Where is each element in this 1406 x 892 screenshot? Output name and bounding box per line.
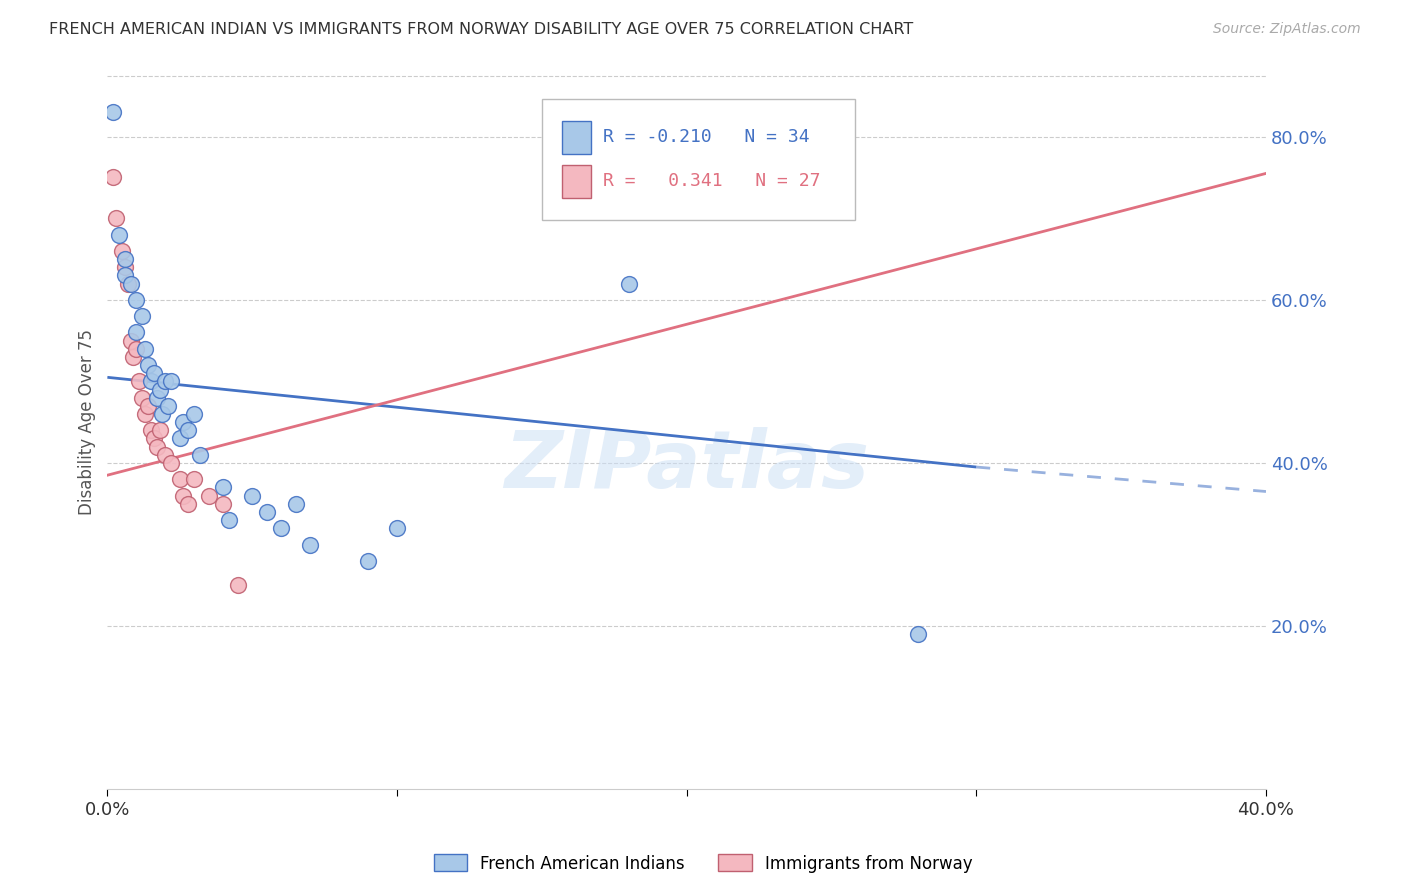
Point	[212, 480, 235, 494]
Point	[197, 489, 219, 503]
Point	[169, 472, 191, 486]
Point	[114, 268, 136, 283]
Point	[177, 497, 200, 511]
Point	[148, 383, 170, 397]
Point	[157, 399, 180, 413]
Point	[114, 252, 136, 266]
Point	[142, 366, 165, 380]
Point	[155, 448, 177, 462]
Point	[145, 391, 167, 405]
Point	[136, 358, 159, 372]
Point	[114, 260, 136, 275]
Point	[256, 505, 278, 519]
Point	[145, 440, 167, 454]
Point	[240, 489, 263, 503]
Point	[617, 277, 640, 291]
Bar	[561, 121, 591, 154]
Point	[574, 203, 596, 218]
Point	[155, 375, 177, 389]
Bar	[561, 165, 591, 198]
Point	[169, 432, 191, 446]
Text: ZIPatlas: ZIPatlas	[505, 427, 869, 505]
Point	[212, 497, 235, 511]
Text: R =   0.341   N = 27: R = 0.341 N = 27	[603, 172, 821, 190]
Point	[134, 342, 156, 356]
Point	[172, 489, 194, 503]
Point	[152, 407, 174, 421]
Point	[183, 407, 205, 421]
Point	[177, 423, 200, 437]
Point	[125, 326, 148, 340]
Point	[172, 415, 194, 429]
Point	[188, 448, 211, 462]
Point	[160, 375, 183, 389]
Point	[101, 170, 124, 185]
Point	[226, 578, 249, 592]
Point	[139, 423, 162, 437]
Point	[111, 244, 134, 258]
Point	[299, 537, 322, 551]
Point	[105, 211, 128, 226]
Point	[160, 456, 183, 470]
Point	[907, 627, 929, 641]
Text: FRENCH AMERICAN INDIAN VS IMMIGRANTS FROM NORWAY DISABILITY AGE OVER 75 CORRELAT: FRENCH AMERICAN INDIAN VS IMMIGRANTS FRO…	[49, 22, 914, 37]
Point	[125, 293, 148, 307]
Point	[101, 105, 124, 120]
Point	[131, 391, 153, 405]
Y-axis label: Disability Age Over 75: Disability Age Over 75	[79, 329, 96, 516]
Point	[120, 277, 142, 291]
Point	[603, 137, 626, 152]
Point	[128, 375, 150, 389]
Point	[131, 309, 153, 323]
Point	[125, 342, 148, 356]
Point	[142, 432, 165, 446]
Text: R = -0.210   N = 34: R = -0.210 N = 34	[603, 128, 810, 146]
Point	[148, 423, 170, 437]
Point	[183, 472, 205, 486]
Point	[117, 277, 139, 291]
Point	[218, 513, 240, 527]
Point	[108, 227, 131, 242]
Point	[134, 407, 156, 421]
Point	[122, 350, 145, 364]
Point	[139, 375, 162, 389]
Text: Source: ZipAtlas.com: Source: ZipAtlas.com	[1213, 22, 1361, 37]
Legend: French American Indians, Immigrants from Norway: French American Indians, Immigrants from…	[427, 847, 979, 880]
Point	[284, 497, 307, 511]
Point	[270, 521, 292, 535]
Point	[385, 521, 408, 535]
Point	[136, 399, 159, 413]
Point	[357, 554, 380, 568]
FancyBboxPatch shape	[541, 99, 855, 220]
Point	[120, 334, 142, 348]
